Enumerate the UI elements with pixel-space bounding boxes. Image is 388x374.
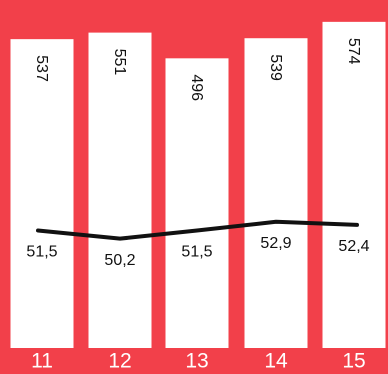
x-axis-ticks: 11 12 13 14 15 [31, 350, 366, 373]
x-tick-label: 13 [185, 350, 208, 373]
bar-value-label: 537 [33, 55, 50, 82]
bar-value-label: 539 [267, 54, 284, 81]
bar-13 [165, 58, 229, 348]
labels-layer: 537 551 496 539 574 51,5 50,2 51,5 52,9 52,4 [26, 38, 369, 269]
line-layer [36, 219, 359, 241]
line-value-label: 51,5 [181, 244, 212, 261]
line-value-label: 50,2 [104, 252, 135, 269]
x-tick-label: 11 [31, 350, 53, 373]
x-tick-label: 12 [108, 350, 131, 373]
x-tick-label: 15 [342, 350, 365, 373]
line-value-label: 52,4 [338, 238, 369, 255]
bar-value-label: 496 [188, 74, 205, 101]
bar-value-label: 574 [345, 38, 362, 65]
bars-layer [10, 21, 386, 349]
bar-11 [10, 39, 74, 349]
x-tick-label: 14 [264, 350, 288, 373]
line-value-label: 51,5 [26, 244, 57, 261]
line-series [36, 219, 359, 241]
bar-14 [244, 38, 308, 348]
bar-value-label: 551 [111, 49, 128, 76]
line-value-label: 52,9 [260, 235, 291, 252]
bar-15 [322, 21, 386, 348]
bar-12 [88, 32, 152, 349]
